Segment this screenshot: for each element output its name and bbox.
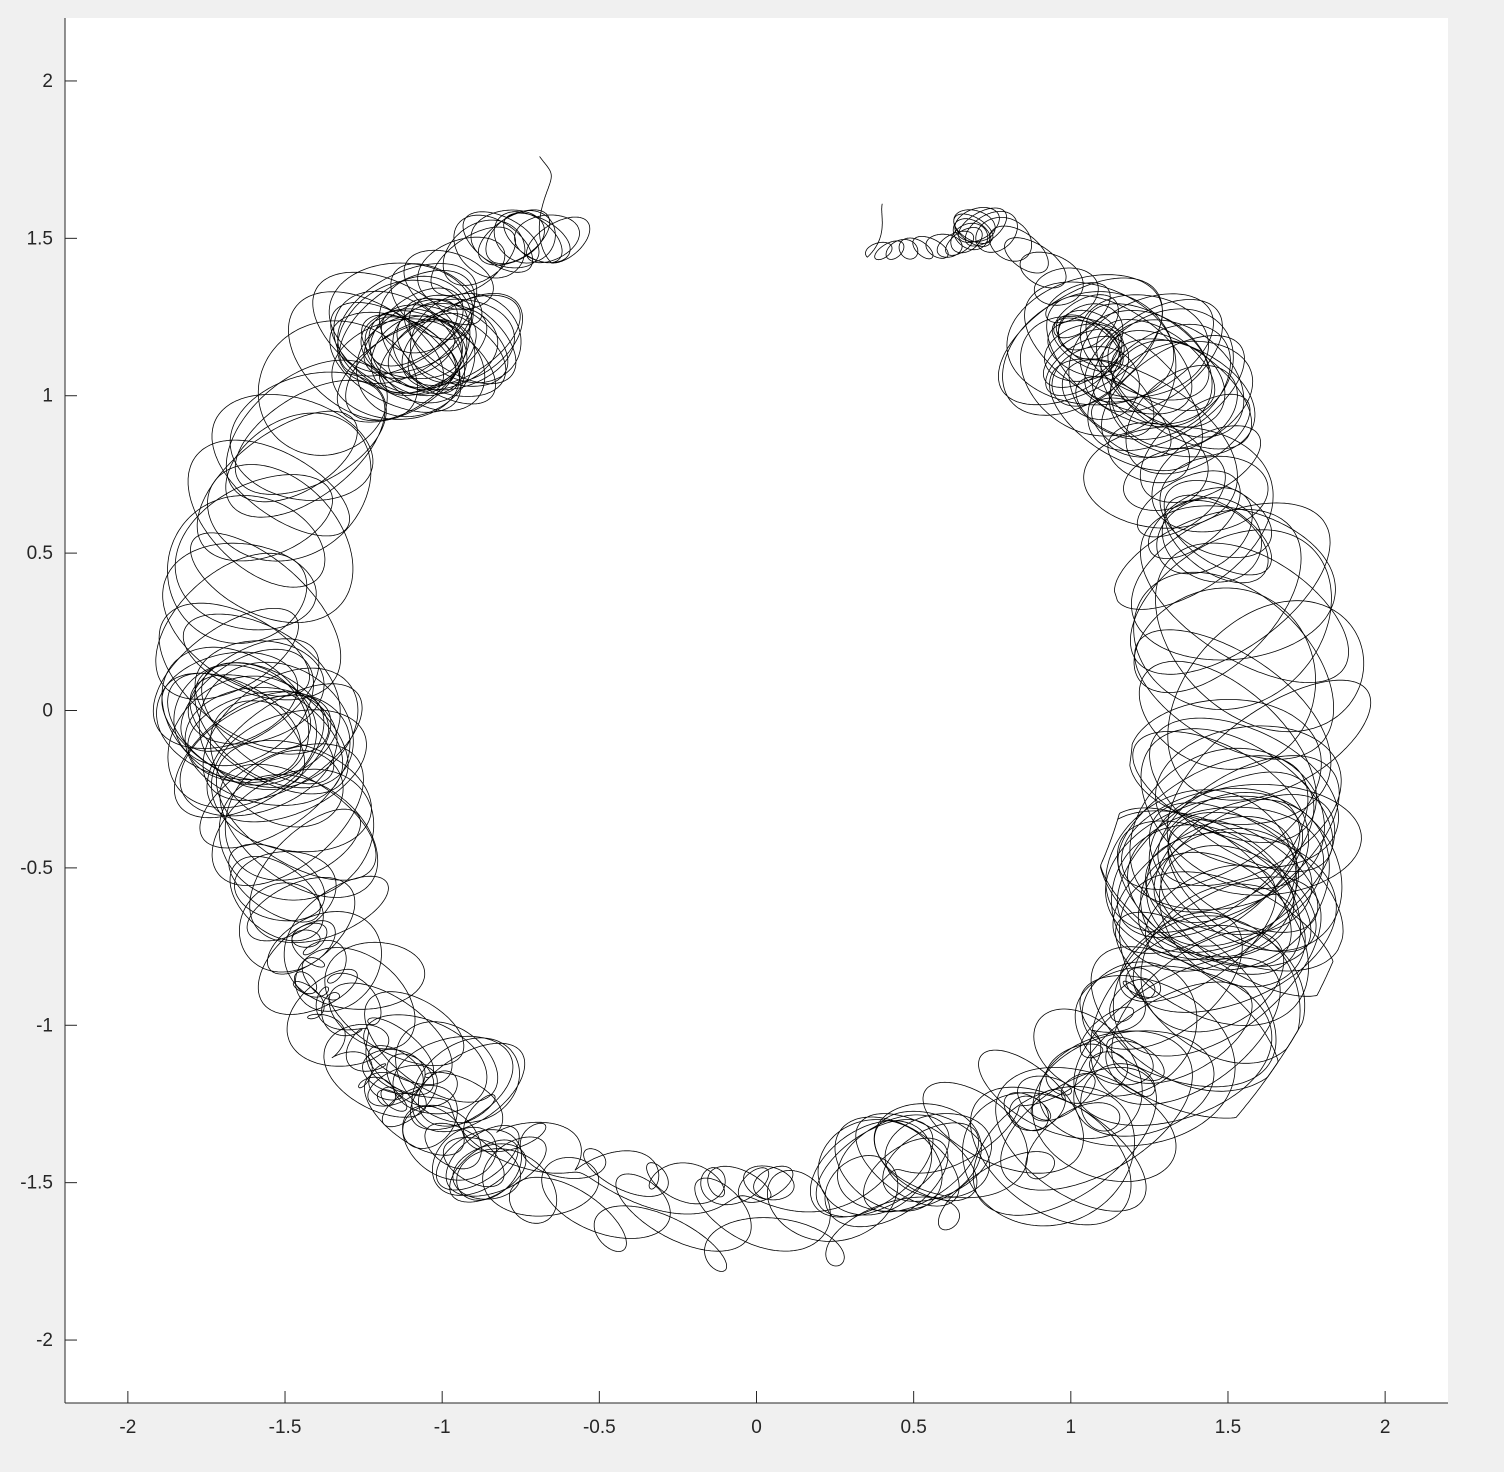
trajectory-line-segment <box>152 371 387 788</box>
y-tick-label: -1 <box>36 1015 53 1036</box>
trajectory-line-segment <box>363 156 591 379</box>
plot-area <box>152 156 1372 1272</box>
y-tick-label: 0 <box>42 701 53 722</box>
trajectory-line-segment <box>998 274 1302 610</box>
trajectory-line-segment <box>174 661 379 901</box>
x-axis-ticks: -2 -1.5 -1 -0.5 0 0.5 1 1.5 2 <box>119 1391 1390 1438</box>
trajectory-line-segment <box>228 843 527 1203</box>
trajectory-line-segment <box>436 1110 992 1252</box>
x-tick-label: 1.5 <box>1215 1417 1241 1438</box>
trajectory-line-segment <box>873 812 1319 1227</box>
trajectory-line-segment <box>975 217 1172 458</box>
y-tick-label: 2 <box>42 71 53 92</box>
x-tick-label: -1.5 <box>269 1417 302 1438</box>
axes-background <box>65 18 1448 1403</box>
y-tick-label: -1.5 <box>20 1173 53 1194</box>
trajectory-line-segment <box>865 203 1018 261</box>
trajectory-line-segment <box>173 638 526 1133</box>
y-tick-label: -0.5 <box>20 858 53 879</box>
x-tick-label: 2 <box>1380 1417 1391 1438</box>
y-tick-label: 0.5 <box>27 543 53 564</box>
trajectory-line-segment <box>1090 587 1344 1092</box>
x-tick-label: 0 <box>751 1417 762 1438</box>
y-tick-label: 1 <box>42 386 53 407</box>
x-tick-label: -0.5 <box>583 1417 616 1438</box>
trajectory-line-segment <box>158 262 478 809</box>
x-tick-label: -1 <box>434 1417 451 1438</box>
y-axis-ticks: -2 -1.5 -1 -0.5 0 0.5 1 1.5 2 <box>20 71 77 1351</box>
x-tick-label: 0.5 <box>900 1417 926 1438</box>
y-tick-label: 1.5 <box>27 228 53 249</box>
x-tick-label: 1 <box>1066 1417 1077 1438</box>
trajectory-line-segment <box>362 1045 795 1206</box>
trajectory-line-segment <box>294 967 1161 1215</box>
trajectory-line-segment <box>331 293 523 423</box>
y-tick-label: -2 <box>36 1330 53 1351</box>
trajectory-line-segment <box>1079 293 1272 584</box>
x-tick-label: -2 <box>119 1417 136 1438</box>
